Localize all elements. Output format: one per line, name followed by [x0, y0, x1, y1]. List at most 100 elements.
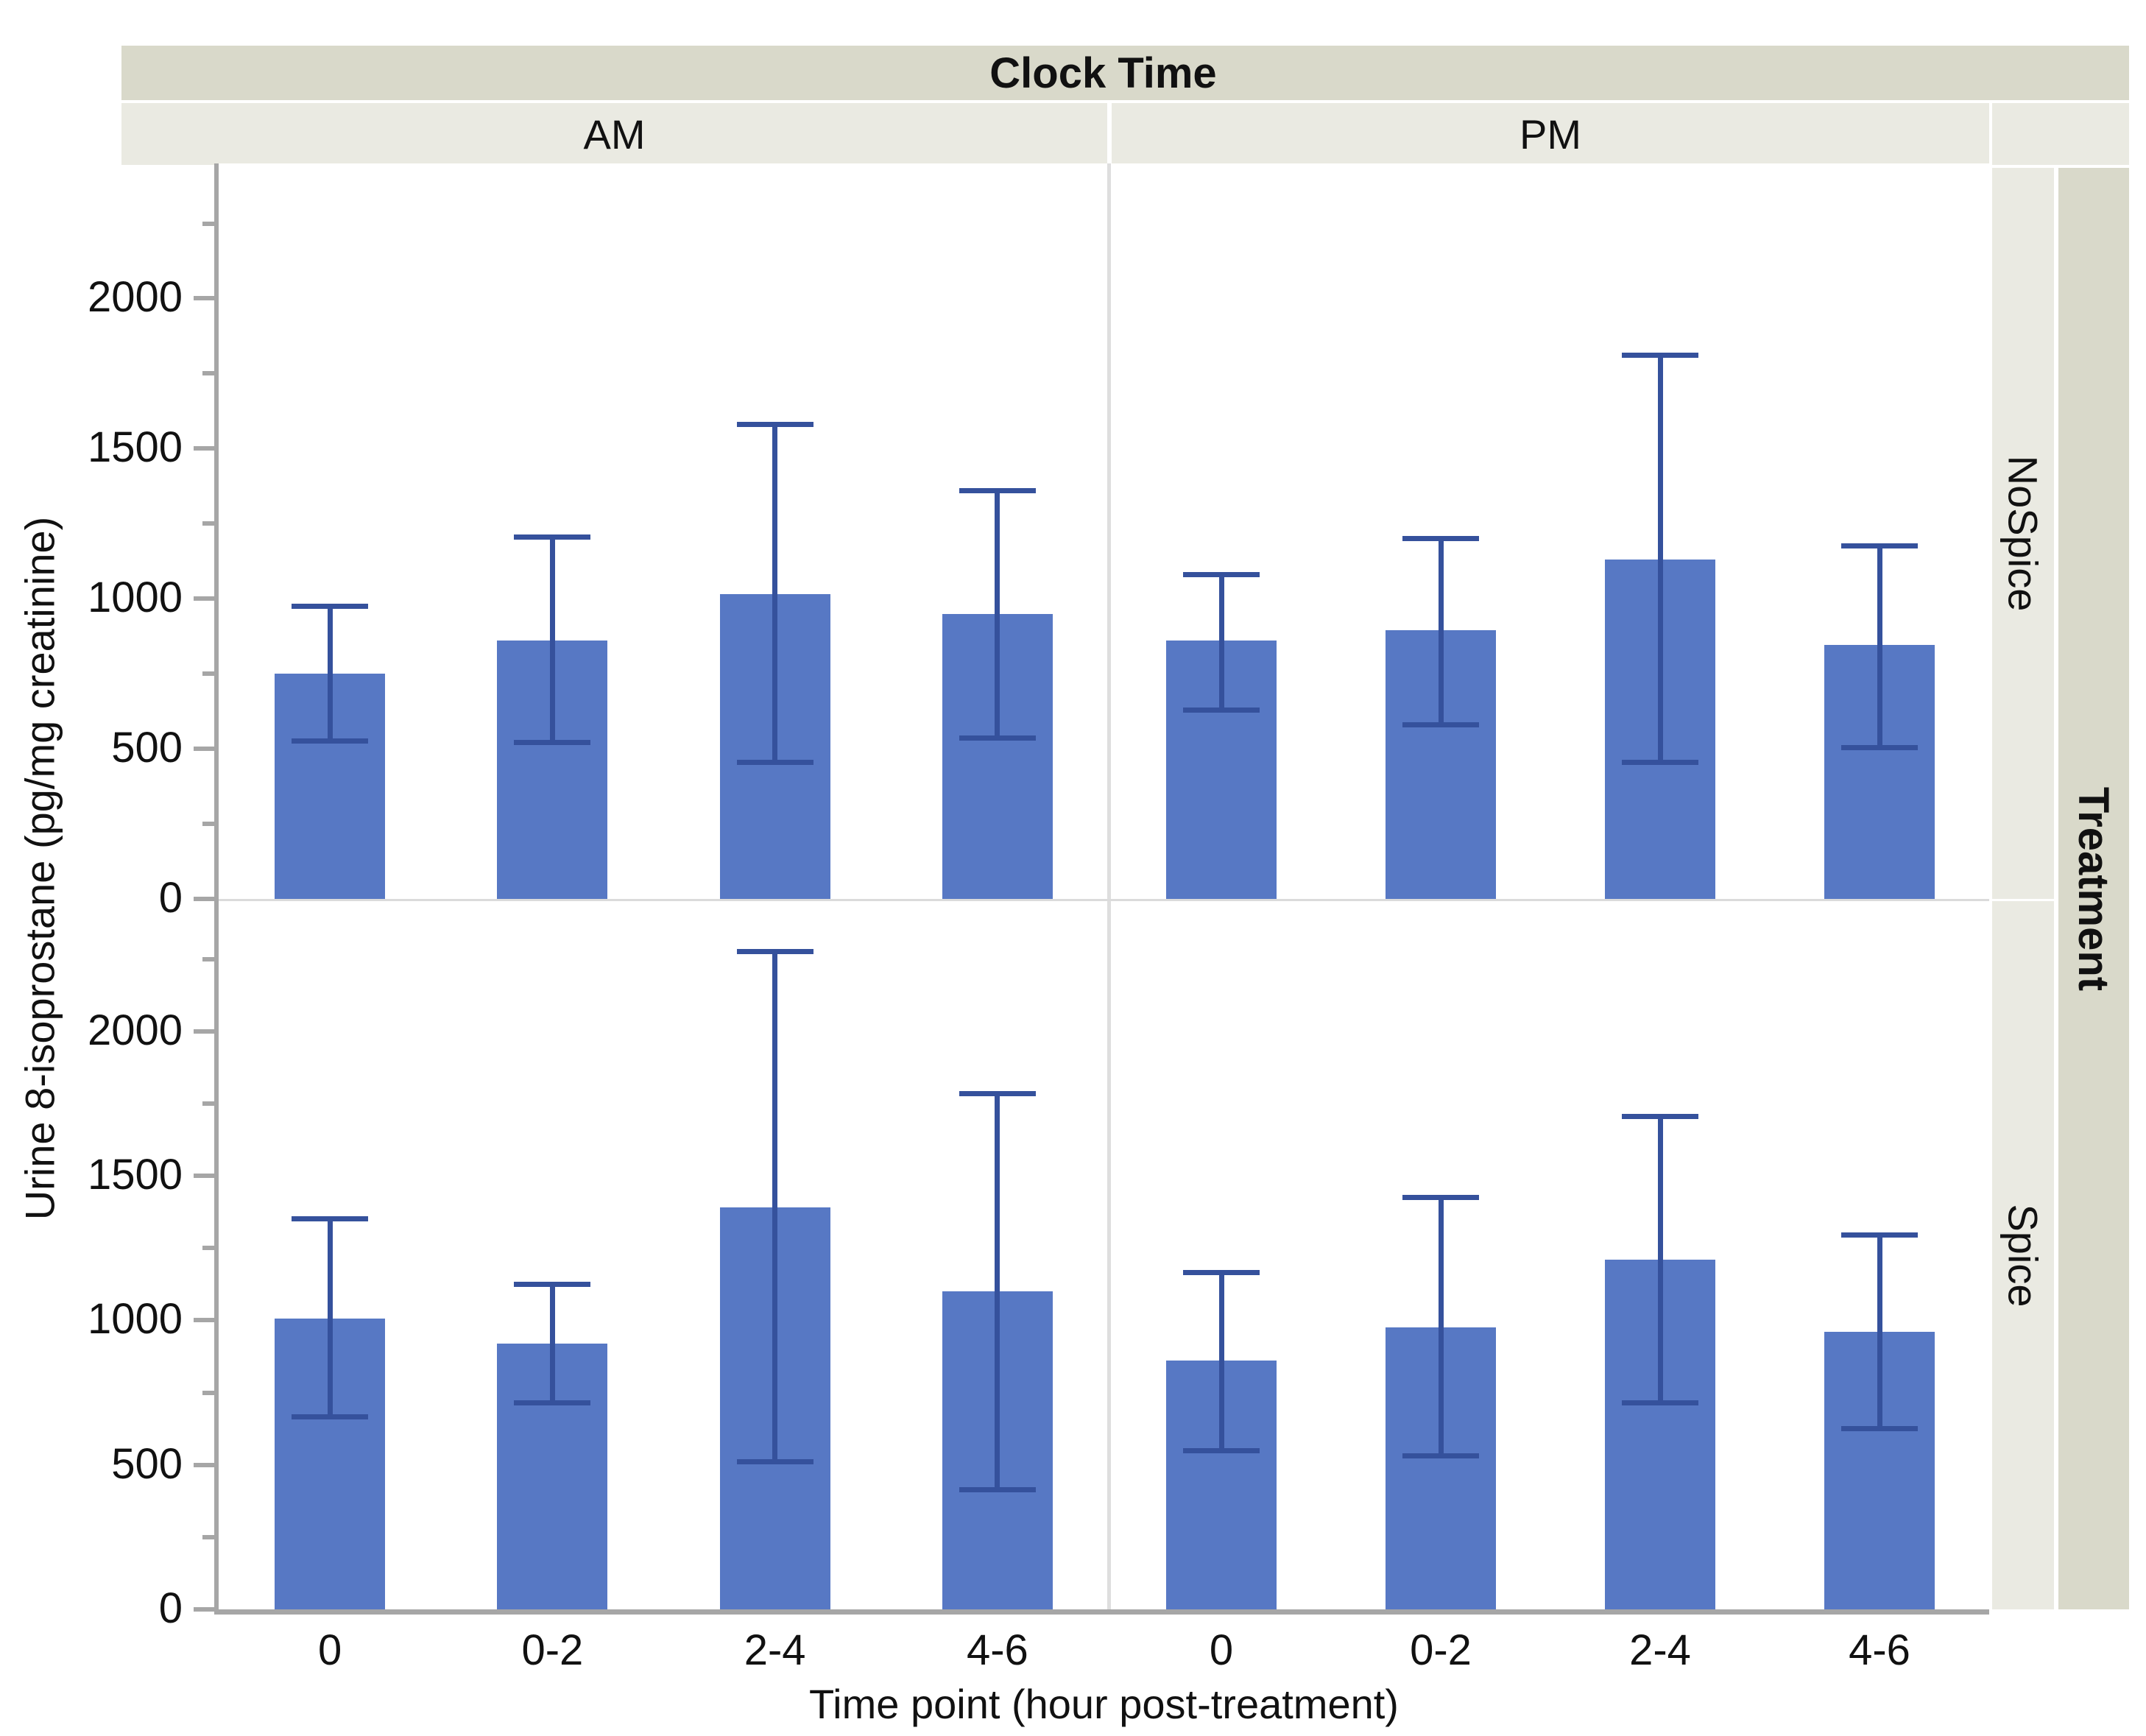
error-bar-cap-bottom: [292, 1414, 369, 1420]
facet-row-label-nospice-text: NoSpice: [1999, 455, 2047, 612]
error-bar-cap-bottom: [1622, 1400, 1698, 1405]
y-major-tick: [194, 596, 214, 601]
x-tick-label: 4-6: [1849, 1626, 1910, 1674]
error-bar-cap-bottom: [736, 1459, 813, 1465]
error-bar-cap-top: [959, 487, 1036, 493]
error-bar-cap-bottom: [959, 735, 1036, 741]
facet-corner-cell: [1992, 103, 2129, 165]
x-axis-title: Time point (hour post-treatment): [809, 1681, 1399, 1727]
x-tick-label: 0-2: [521, 1626, 584, 1674]
y-minor-tick: [202, 1390, 214, 1395]
error-bar-line: [1657, 1116, 1663, 1403]
error-bar-cap-top: [1622, 1114, 1698, 1120]
y-major-tick: [194, 446, 214, 451]
y-axis-spine: [214, 163, 219, 1613]
error-bar-line: [1218, 574, 1224, 710]
y-minor-tick: [202, 1534, 214, 1539]
y-tick-label: 0: [158, 874, 183, 922]
panel-spice-pm: [1112, 901, 1989, 1609]
error-bar-line: [772, 424, 778, 763]
error-bar-cap-bottom: [1841, 744, 1918, 750]
error-bar-cap-top: [514, 1281, 591, 1287]
y-minor-tick: [202, 371, 214, 376]
error-bar-cap-top: [514, 534, 591, 540]
error-bar-cap-bottom: [514, 1400, 591, 1405]
error-bar-line: [1657, 355, 1663, 763]
y-major-tick: [194, 897, 214, 901]
error-bar-cap-top: [1841, 543, 1918, 549]
facet-row-label-spice-text: Spice: [1999, 1203, 2047, 1308]
y-tick-label: 500: [111, 724, 183, 772]
error-bar-line: [995, 1093, 1000, 1490]
error-bar-cap-top: [1841, 1232, 1918, 1238]
column-header-title: Clock Time: [989, 49, 1217, 97]
x-tick-label: 0: [1209, 1626, 1234, 1674]
error-bar-cap-bottom: [292, 738, 369, 744]
error-bar-cap-top: [292, 1216, 369, 1222]
error-bar-cap-bottom: [959, 1486, 1036, 1492]
y-tick-label: 1500: [87, 423, 183, 472]
error-bar-cap-top: [1183, 572, 1260, 578]
facet-col-label-am-text: AM: [583, 110, 646, 158]
y-major-tick: [194, 1462, 214, 1467]
error-bar-cap-top: [1402, 1194, 1479, 1200]
error-bar-line: [1877, 1235, 1882, 1429]
panel-spice-am: [219, 901, 1109, 1609]
column-header-strip: Clock Time: [121, 46, 2129, 100]
facet-col-label-am: AM: [121, 103, 1107, 165]
y-minor-tick: [202, 221, 214, 226]
error-bar-cap-top: [292, 603, 369, 609]
row-header-strip: Treatment: [2058, 168, 2129, 1609]
error-bar-line: [1438, 538, 1444, 725]
error-bar-cap-bottom: [1183, 1447, 1260, 1453]
error-bar-cap-top: [959, 1090, 1036, 1096]
y-tick-label: 0: [158, 1584, 183, 1632]
error-bar-cap-top: [1622, 353, 1698, 359]
y-minor-tick: [202, 1246, 214, 1251]
x-tick-label: 0: [317, 1626, 342, 1674]
y-major-tick: [194, 747, 214, 752]
y-tick-label: 1000: [87, 1295, 183, 1344]
error-bar-line: [327, 1218, 333, 1417]
error-bar-line: [1877, 546, 1882, 748]
error-bar-cap-bottom: [736, 759, 813, 765]
error-bar-cap-top: [736, 949, 813, 955]
error-bar-cap-bottom: [1841, 1426, 1918, 1432]
facet-row-label-spice: Spice: [1992, 901, 2054, 1609]
error-bar-cap-top: [1402, 536, 1479, 542]
error-bar-line: [772, 951, 778, 1462]
y-major-tick: [194, 296, 214, 301]
y-minor-tick: [202, 956, 214, 961]
facet-col-label-pm-text: PM: [1520, 110, 1581, 158]
y-tick-label: 1000: [87, 574, 183, 622]
error-bar-cap-top: [736, 422, 813, 428]
error-bar-cap-bottom: [1402, 722, 1479, 728]
y-tick-label: 500: [111, 1439, 183, 1488]
y-major-tick: [194, 1318, 214, 1323]
x-tick-label: 4-6: [966, 1626, 1028, 1674]
y-major-tick: [194, 1174, 214, 1179]
panel-nospice-pm: [1112, 163, 1989, 899]
x-tick-label: 2-4: [1629, 1626, 1691, 1674]
x-tick-label: 0-2: [1410, 1626, 1472, 1674]
error-bar-cap-bottom: [1622, 759, 1698, 765]
error-bar-line: [1438, 1197, 1444, 1456]
y-minor-tick: [202, 822, 214, 827]
y-tick-label: 1500: [87, 1151, 183, 1199]
facet-row-label-nospice: NoSpice: [1992, 168, 2054, 899]
error-bar-line: [1218, 1272, 1224, 1451]
error-bar-cap-top: [1183, 1270, 1260, 1276]
error-bar-cap-bottom: [514, 740, 591, 746]
y-major-tick: [194, 1607, 214, 1612]
panel-nospice-am: [219, 163, 1109, 899]
y-tick-label: 2000: [87, 1006, 183, 1054]
x-axis-line: [214, 1609, 1989, 1615]
row-header-title: Treatment: [2069, 786, 2118, 991]
y-minor-tick: [202, 521, 214, 526]
y-minor-tick: [202, 1101, 214, 1106]
error-bar-cap-bottom: [1402, 1453, 1479, 1459]
y-minor-tick: [202, 671, 214, 677]
y-major-tick: [194, 1028, 214, 1034]
error-bar-line: [549, 537, 555, 743]
